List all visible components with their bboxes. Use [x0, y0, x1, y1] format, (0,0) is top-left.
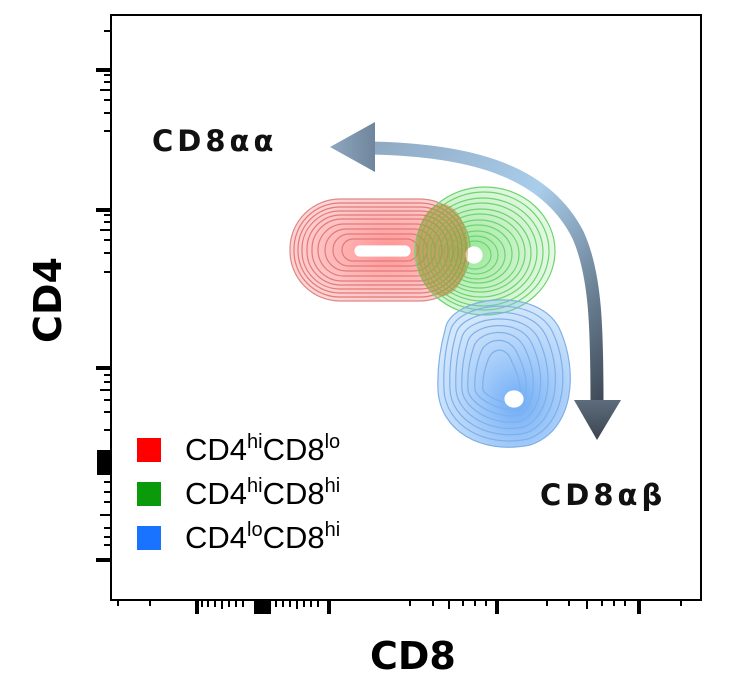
x-axis-ticks	[117, 600, 682, 614]
legend-label: CD4hiCD8lo	[185, 431, 341, 467]
x-axis-label: CD8	[370, 634, 456, 678]
legend-item-cd4hi-cd8lo: CD4hiCD8lo	[137, 428, 340, 472]
legend-item-cd4hi-cd8hi: CD4hiCD8hi	[137, 472, 340, 516]
arrowhead-down-icon	[574, 400, 621, 440]
legend-swatch-red	[137, 438, 161, 462]
y-axis-label: CD4	[26, 257, 70, 343]
annotation-cd8ab: CD8αβ	[540, 478, 667, 512]
y-axis-ticks	[96, 30, 111, 562]
legend-label: CD4loCD8hi	[185, 519, 341, 555]
differentiation-arrow	[330, 122, 621, 440]
arrowhead-left-icon	[330, 122, 375, 172]
legend-swatch-green	[137, 482, 161, 506]
legend-label: CD4hiCD8hi	[185, 475, 341, 511]
legend-item-cd4lo-cd8hi: CD4loCD8hi	[137, 516, 340, 560]
contour-cd4hi-cd8hi	[414, 186, 556, 316]
annotation-cd8aa: CD8αα	[152, 124, 278, 158]
legend-swatch-blue	[137, 526, 161, 550]
contour-overlap	[416, 204, 468, 296]
contour-cd4lo-cd8hi	[437, 299, 571, 448]
legend: CD4hiCD8lo CD4hiCD8hi CD4loCD8hi	[137, 428, 340, 560]
plot-frame	[110, 14, 702, 601]
